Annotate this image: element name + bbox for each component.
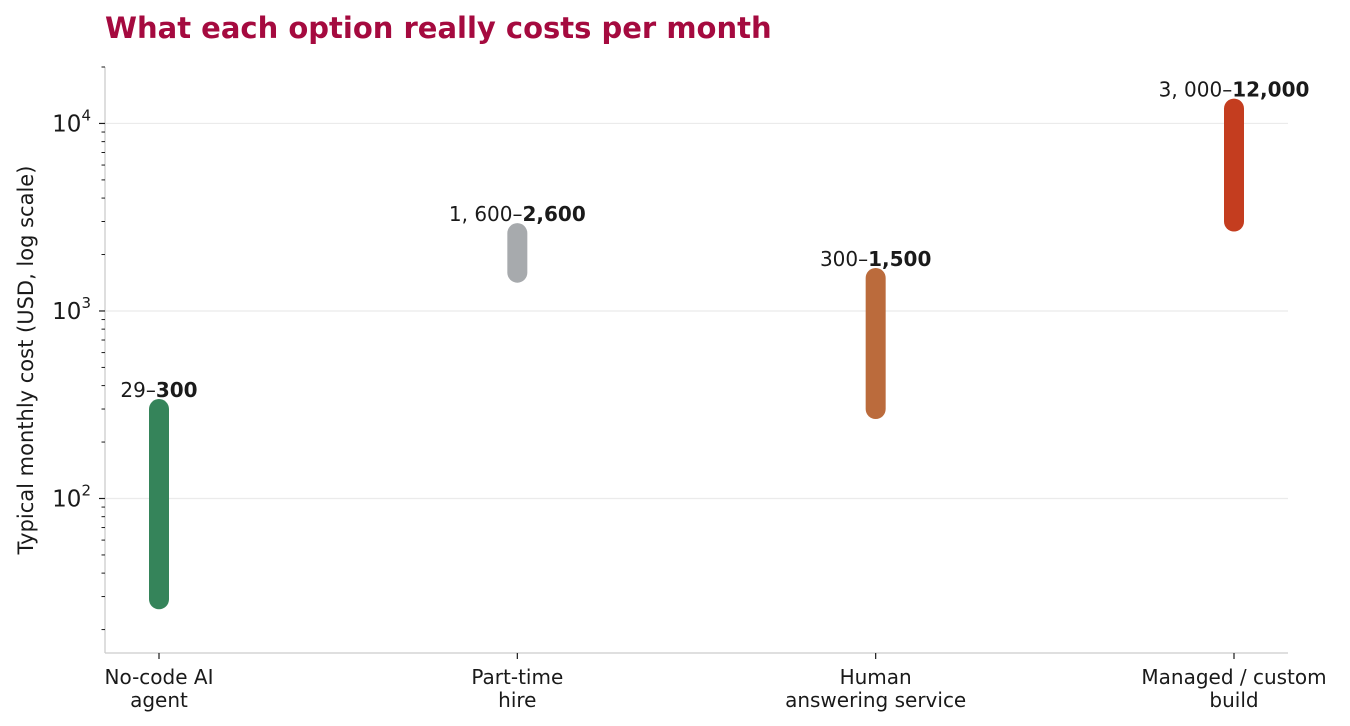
range-label: 1, 600–2,600 [449,202,586,226]
x-tick-label: Part-time hire [471,665,563,712]
y-axis-label: Typical monthly cost (USD, log scale) [14,166,38,556]
data-labels: 29–300 1, 600–2,600 300–1,500 3, 000–12,000 [120,78,1309,402]
x-tick-label: Human answering service [785,665,966,712]
grid-lines [105,122,1288,500]
x-tick-label: No-code AI agent [105,665,214,712]
y-tick-label: 104 [52,106,91,137]
y-minor-ticks [101,66,105,631]
chart-title: What each option really costs per month [105,11,772,45]
y-tick-label: 102 [52,481,91,512]
range-bars [149,98,1244,610]
y-tick-label: 103 [52,294,91,325]
axes [104,67,1288,654]
range-label: 29–300 [120,378,197,402]
range-label: 300–1,500 [820,247,931,271]
x-tick-labels: No-code AI agent Part-time hire Human answeri… [105,653,1327,712]
range-label: 3, 000–12,000 [1159,78,1310,102]
x-tick-label: Managed / custom build [1141,665,1326,712]
y-tick-labels: 102 103 104 [52,106,105,512]
